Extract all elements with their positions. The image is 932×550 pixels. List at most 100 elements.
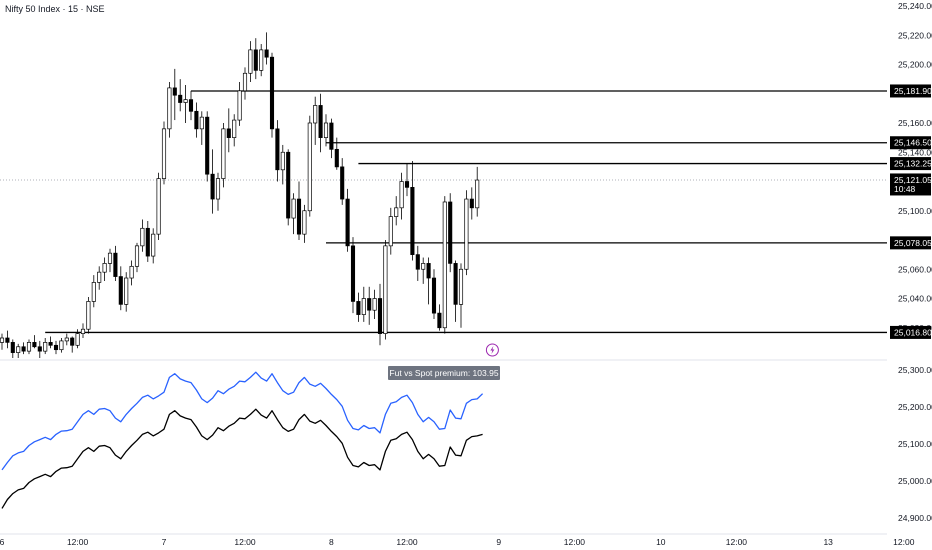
candle[interactable] (248, 41, 253, 83)
candle[interactable] (269, 52, 275, 138)
candle[interactable] (356, 292, 361, 322)
candle[interactable] (242, 67, 248, 100)
candle[interactable] (59, 337, 64, 353)
candle[interactable] (167, 82, 172, 138)
candle[interactable] (21, 342, 26, 355)
futures-line[interactable] (1, 371, 484, 471)
candle[interactable] (431, 269, 437, 319)
candle[interactable] (286, 149, 291, 226)
candle[interactable] (172, 68, 177, 121)
candle[interactable] (448, 193, 453, 273)
flash-icon[interactable] (485, 343, 499, 357)
candle[interactable] (48, 336, 53, 349)
candle[interactable] (210, 149, 215, 214)
candle[interactable] (183, 84, 188, 123)
candle[interactable] (178, 79, 183, 112)
candle[interactable] (151, 228, 156, 264)
comparison-pane[interactable] (1, 371, 484, 509)
candle[interactable] (53, 340, 59, 355)
candle[interactable] (302, 204, 307, 243)
candlestick-pane[interactable] (0, 32, 887, 360)
candle[interactable] (64, 333, 69, 346)
candle[interactable] (70, 336, 75, 353)
candle[interactable] (437, 304, 442, 331)
candle[interactable] (275, 120, 280, 182)
candle[interactable] (221, 123, 226, 188)
candle[interactable] (32, 335, 37, 349)
candle[interactable] (394, 196, 399, 226)
candle[interactable] (10, 339, 15, 359)
candle[interactable] (307, 115, 312, 217)
candle[interactable] (475, 166, 480, 217)
candle[interactable] (145, 220, 150, 262)
candle[interactable] (361, 286, 366, 322)
candle[interactable] (91, 275, 96, 308)
candle[interactable] (237, 82, 242, 126)
candle[interactable] (469, 187, 474, 220)
candle[interactable] (399, 172, 404, 220)
candle[interactable] (345, 188, 350, 252)
candle[interactable] (140, 219, 145, 252)
candle[interactable] (458, 263, 464, 328)
candle[interactable] (334, 137, 339, 170)
candle[interactable] (313, 96, 318, 145)
candle[interactable] (0, 333, 5, 350)
candle[interactable] (291, 193, 296, 235)
candle[interactable] (442, 196, 447, 334)
candle-body-down (318, 105, 323, 138)
x-axis-tick-label: 7 (162, 537, 167, 547)
candle[interactable] (253, 38, 258, 80)
candle[interactable] (194, 102, 199, 138)
candle[interactable] (296, 181, 302, 241)
candle[interactable] (215, 172, 221, 211)
candle[interactable] (97, 266, 102, 290)
candle[interactable] (464, 190, 469, 276)
candle[interactable] (280, 144, 285, 185)
candle[interactable] (161, 121, 167, 185)
candle[interactable] (388, 207, 393, 255)
candle[interactable] (329, 118, 334, 159)
candle[interactable] (453, 260, 458, 322)
candle[interactable] (404, 163, 410, 197)
candle[interactable] (340, 158, 345, 205)
candle[interactable] (107, 248, 113, 273)
candle[interactable] (134, 242, 140, 273)
candle[interactable] (129, 260, 134, 286)
candle[interactable] (26, 339, 32, 355)
candle[interactable] (102, 257, 107, 281)
candle[interactable] (199, 111, 204, 145)
candle[interactable] (415, 245, 420, 281)
candle[interactable] (37, 340, 42, 359)
candle[interactable] (377, 283, 383, 346)
candle-body-down (188, 99, 194, 112)
candle[interactable] (156, 172, 161, 240)
candle[interactable] (86, 297, 91, 334)
candle[interactable] (43, 337, 48, 355)
candle[interactable] (421, 257, 426, 284)
candle[interactable] (232, 114, 237, 147)
candle[interactable] (318, 93, 323, 153)
candle[interactable] (205, 111, 210, 182)
candle[interactable] (226, 108, 231, 153)
candle[interactable] (5, 330, 10, 349)
candle[interactable] (372, 289, 377, 319)
candle[interactable] (188, 90, 194, 121)
candle[interactable] (80, 323, 86, 338)
candle[interactable] (113, 245, 118, 281)
candle[interactable] (16, 343, 21, 360)
y-axis-tick-label: 25,140.00 (898, 147, 932, 157)
candle[interactable] (426, 257, 431, 305)
candle[interactable] (264, 32, 269, 65)
candle[interactable] (323, 114, 329, 147)
candle[interactable] (75, 329, 80, 349)
candle[interactable] (410, 161, 415, 261)
candle[interactable] (367, 286, 372, 325)
candle[interactable] (350, 237, 356, 314)
candle[interactable] (383, 240, 388, 340)
candle[interactable] (118, 266, 123, 311)
candle[interactable] (124, 272, 129, 312)
candle[interactable] (259, 44, 264, 77)
candle-body-down (10, 342, 15, 353)
spot-line[interactable] (1, 408, 483, 509)
